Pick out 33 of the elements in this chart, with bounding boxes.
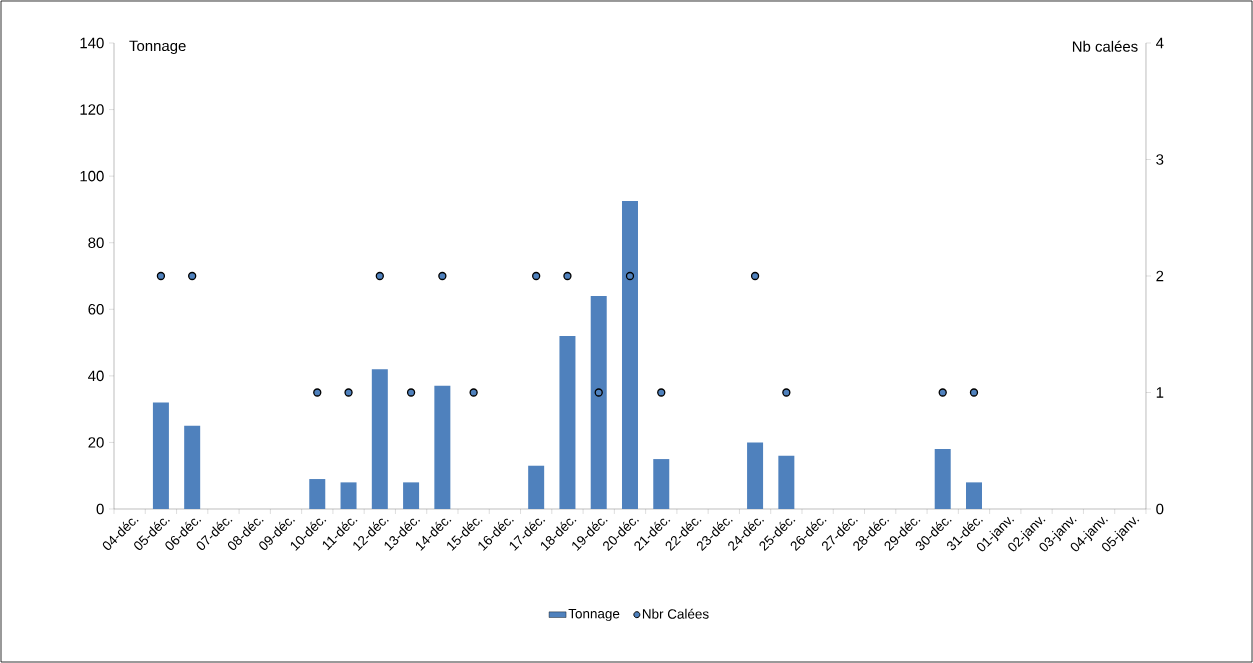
y2-tick-label: 1 (1156, 387, 1164, 398)
bar (965, 482, 982, 509)
y-tick-label: 120 (80, 104, 104, 115)
y-tick-label: 80 (88, 237, 104, 248)
y2-tick-label: 2 (1156, 270, 1164, 282)
bar (403, 482, 420, 509)
y-tick-label: 40 (88, 370, 104, 382)
legend-label: Nbr Calées (642, 608, 709, 619)
bar (309, 479, 326, 509)
y-tick-label: 140 (80, 37, 104, 49)
legend-label: Tonnage (568, 609, 620, 622)
bar (590, 295, 607, 509)
bar (340, 482, 357, 509)
y2-tick-label: 4 (1156, 37, 1164, 49)
y2-tick-label: 3 (1156, 154, 1164, 165)
bar (434, 385, 451, 509)
bar (152, 402, 169, 509)
y-tick-label: 20 (88, 437, 104, 448)
bar (621, 201, 638, 509)
bar (184, 425, 201, 509)
bar (559, 335, 576, 509)
bar (747, 442, 764, 509)
y-tick-label: 100 (80, 170, 104, 182)
bar (934, 449, 951, 509)
y-axis-title: Tonnage (129, 40, 186, 55)
y-tick-label: 0 (96, 503, 104, 515)
y2-axis-title: Nb calées (1072, 40, 1138, 52)
bar (653, 459, 670, 509)
y2-tick-label: 0 (1156, 503, 1164, 515)
bar (778, 455, 795, 509)
bar (528, 465, 545, 509)
y-tick-label: 60 (88, 303, 104, 315)
bar (371, 369, 388, 509)
